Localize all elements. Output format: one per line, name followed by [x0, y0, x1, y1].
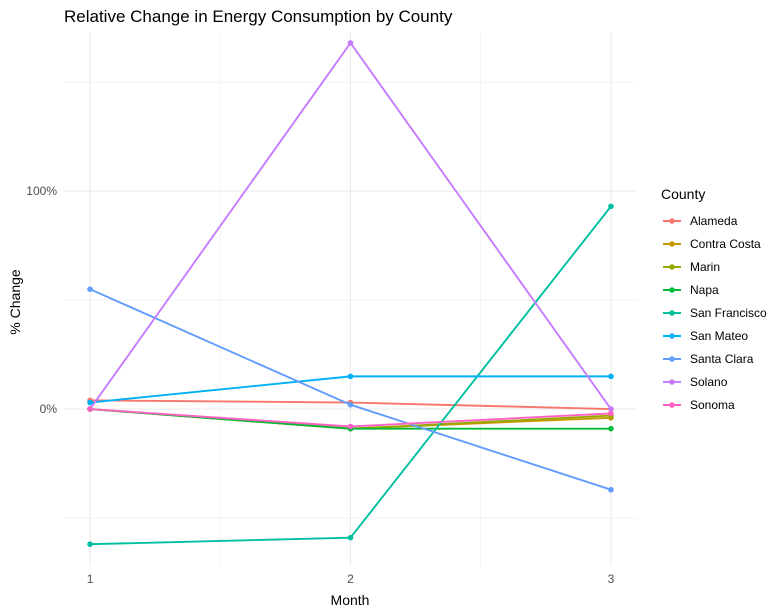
- legend-label: San Mateo: [690, 329, 748, 343]
- legend-item: Contra Costa: [663, 237, 761, 251]
- grid: [64, 32, 637, 566]
- legend-item: Alameda: [663, 214, 738, 228]
- legend-label: Napa: [690, 283, 719, 297]
- data-point: [347, 401, 354, 408]
- data-point: [608, 203, 614, 210]
- x-tick-label: 3: [608, 572, 615, 586]
- legend-label: Alameda: [690, 214, 738, 228]
- data-point: [347, 373, 354, 380]
- legend-item: Solano: [663, 375, 728, 389]
- series-santa-clara: [87, 286, 614, 493]
- data-point: [87, 399, 93, 406]
- legend-key-point: [669, 402, 675, 408]
- data-point: [87, 286, 93, 292]
- data-point: [608, 373, 614, 380]
- legend-item: Santa Clara: [663, 352, 754, 366]
- data-point: [347, 423, 354, 430]
- data-point: [608, 410, 614, 417]
- x-tick-label: 1: [87, 572, 94, 586]
- data-point: [608, 486, 614, 493]
- series-lines: [87, 40, 614, 548]
- legend-key-point: [669, 264, 675, 270]
- legend-item: Sonoma: [663, 398, 735, 412]
- data-point: [608, 406, 614, 412]
- legend-key-point: [669, 241, 675, 247]
- legend-key-point: [669, 379, 675, 385]
- x-axis-ticks: 1 2 3: [87, 572, 615, 586]
- legend-item: San Francisco: [663, 306, 767, 320]
- y-axis-title: % Change: [7, 269, 23, 335]
- legend-key-point: [669, 218, 675, 224]
- y-axis-ticks: 0% 100%: [26, 184, 57, 416]
- legend-key-point: [669, 333, 675, 339]
- legend: County Alameda Contra Costa Marin Napa San F…: [661, 186, 767, 412]
- x-axis-title: Month: [331, 592, 370, 608]
- legend-title: County: [661, 186, 705, 202]
- legend-item: Marin: [663, 260, 720, 274]
- series-san-mateo: [87, 373, 614, 406]
- data-point: [608, 425, 614, 432]
- legend-key-point: [669, 356, 675, 362]
- data-point: [347, 40, 354, 46]
- legend-label: Sonoma: [690, 398, 735, 412]
- legend-label: Marin: [690, 260, 720, 274]
- legend-label: Santa Clara: [690, 352, 754, 366]
- legend-label: Solano: [690, 375, 728, 389]
- data-point: [347, 534, 354, 541]
- series-san-francisco: [87, 203, 614, 548]
- legend-label: Contra Costa: [690, 237, 761, 251]
- y-tick-label: 100%: [26, 184, 57, 198]
- chart-title: Relative Change in Energy Consumption by…: [64, 7, 453, 26]
- data-point: [87, 541, 93, 548]
- legend-item: San Mateo: [663, 329, 748, 343]
- x-tick-label: 2: [347, 572, 354, 586]
- y-tick-label: 0%: [40, 402, 58, 416]
- legend-key-point: [669, 287, 675, 293]
- data-point: [87, 406, 93, 412]
- legend-label: San Francisco: [690, 306, 767, 320]
- series-sonoma: [87, 406, 614, 430]
- legend-key-point: [669, 310, 675, 316]
- legend-item: Napa: [663, 283, 719, 297]
